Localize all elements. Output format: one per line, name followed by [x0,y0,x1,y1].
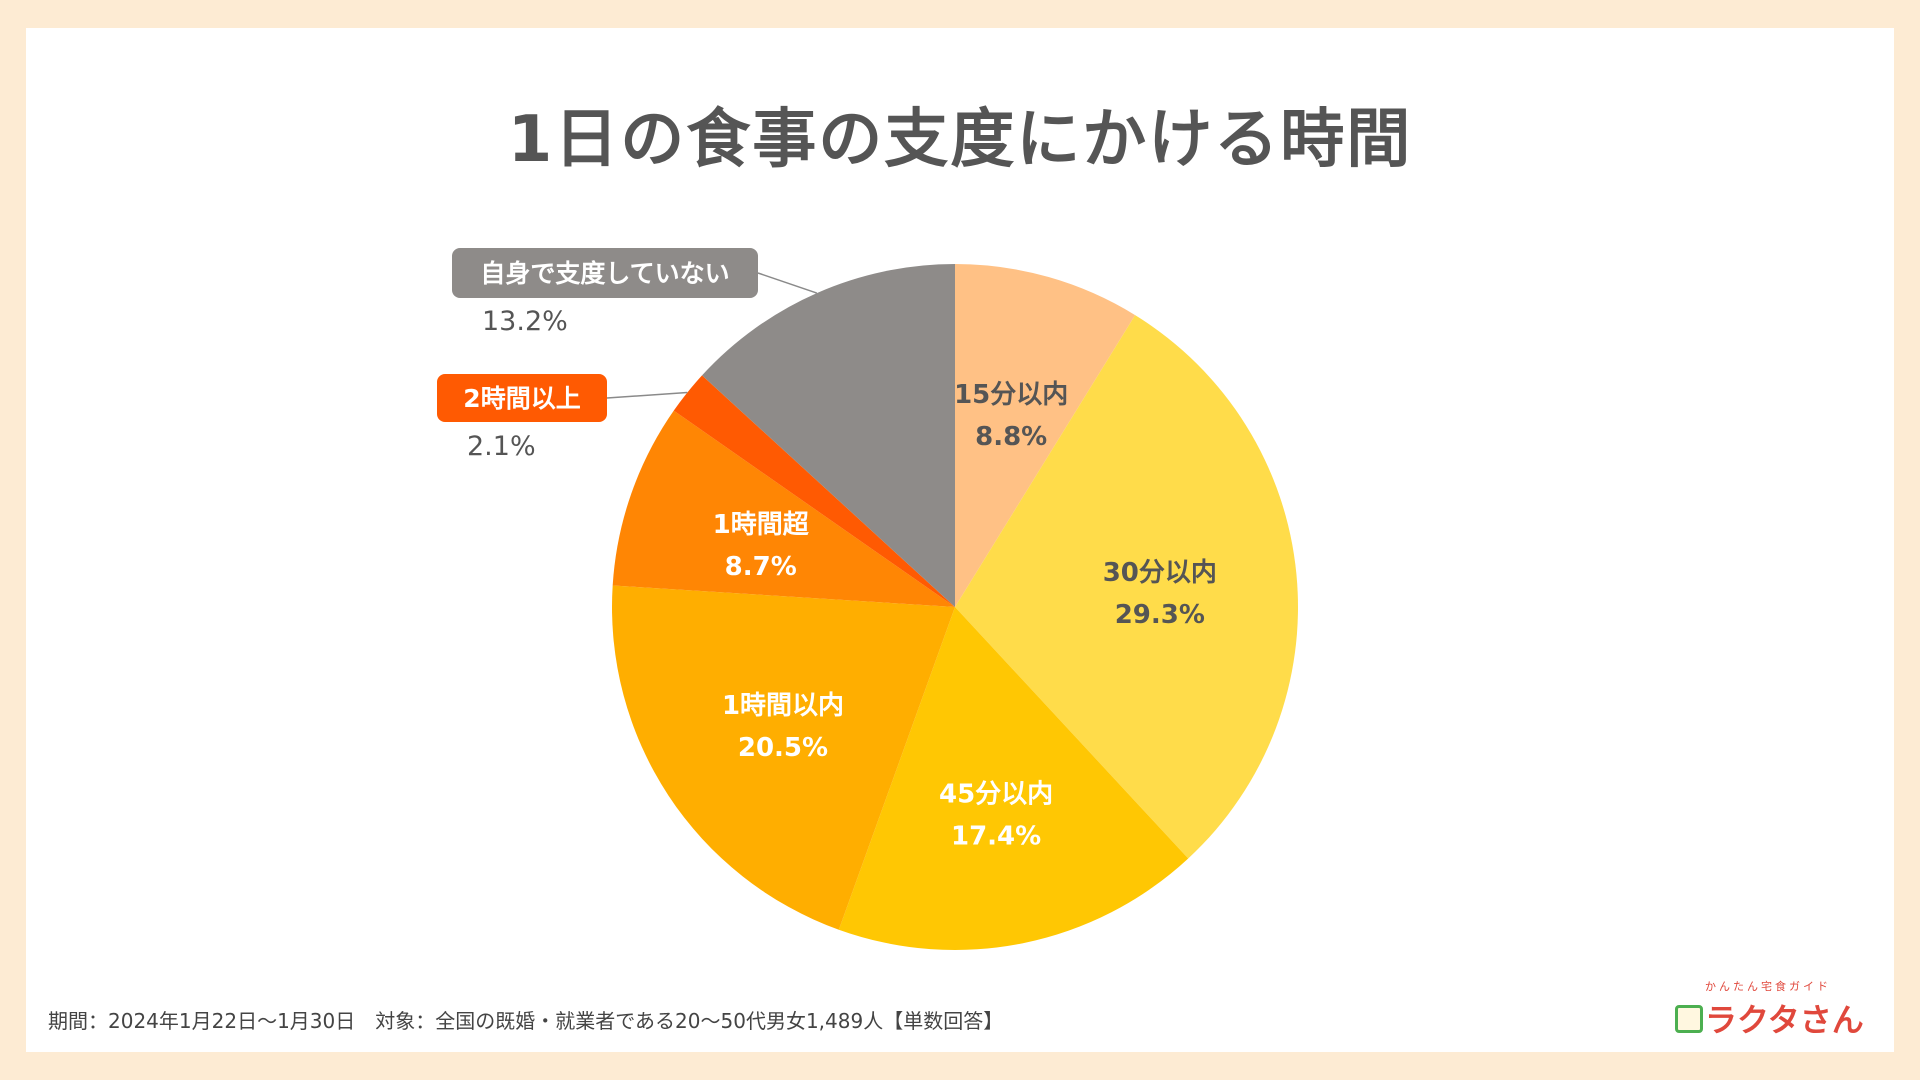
logo-name: ラクタさん [1705,1001,1864,1039]
callout-box-6 [452,248,758,298]
callout-label-5: 2時間以上 [463,384,580,413]
pie-slice-4 [612,410,955,607]
callout-label-6: 自身で支度していない [480,259,729,288]
pie-slice-3 [612,585,955,930]
slice-label-2: 45分以内 [939,780,1053,810]
pie-slice-1 [955,315,1299,859]
pie-slice-0 [955,264,1136,607]
slice-label-4: 1時間超 [713,510,810,540]
survey-footnote: 期間：2024年1月22日〜1月30日 対象：全国の既婚・就業者である20〜50… [48,1009,1004,1033]
slice-value-2: 17.4% [951,822,1041,852]
callout-line-6 [757,272,818,294]
bento-icon [1675,1005,1703,1033]
slice-value-1: 29.3% [1115,600,1205,630]
slice-label-0: 15分以内 [954,380,1068,410]
slice-value-4: 8.7% [725,552,797,582]
slice-label-1: 30分以内 [1103,558,1217,588]
callout-line-5 [606,391,688,399]
callout-value-5: 2.1% [467,431,536,462]
slice-value-0: 8.8% [975,422,1047,452]
brand-logo: かんたん宅食ガイド ラクタさん [1675,978,1875,1039]
logo-tagline: かんたん宅食ガイド [1705,980,1831,993]
slice-value-3: 20.5% [738,733,828,763]
callout-box-5 [437,374,607,422]
pie-slice-5 [673,375,955,607]
pie-slice-6 [702,264,955,607]
slice-label-3: 1時間以内 [722,691,844,721]
callout-value-6: 13.2% [482,306,568,337]
chart-title: 1日の食事の支度にかける時間 [507,103,1413,177]
pie-slice-2 [838,607,1189,950]
